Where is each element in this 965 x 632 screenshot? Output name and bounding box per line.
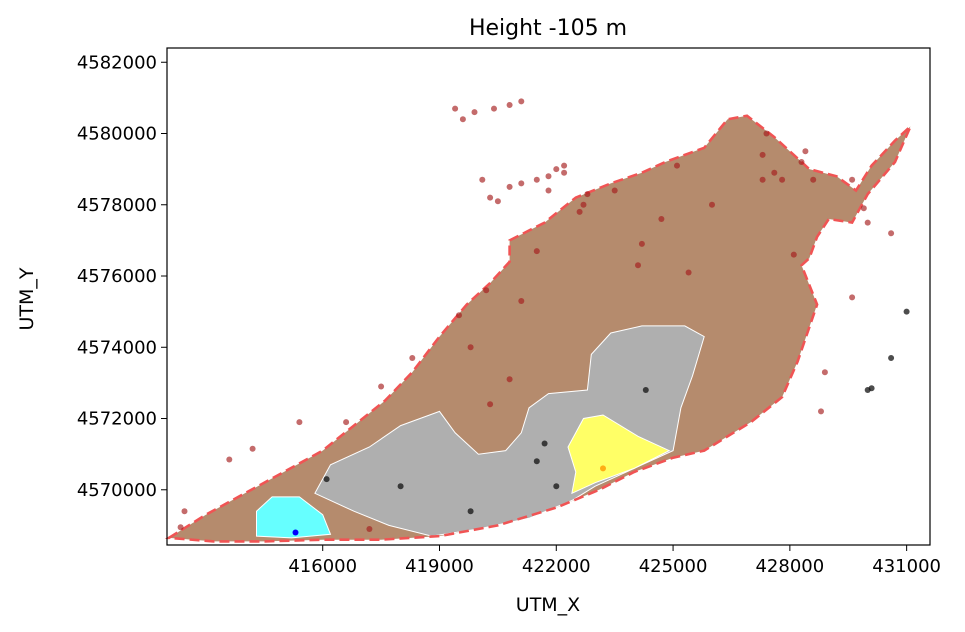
zones-layer <box>168 115 911 542</box>
x-ticks: 416000 419000 422000 425000 428000 431000 <box>288 545 941 577</box>
station-point <box>467 344 474 351</box>
y-tick-label: 4580000 <box>77 124 157 145</box>
station-point <box>506 102 513 108</box>
station-point <box>518 98 525 105</box>
station-point <box>779 176 786 183</box>
y-tick-label: 4572000 <box>77 409 157 430</box>
main-region <box>168 115 911 542</box>
station-point <box>471 109 478 116</box>
station-point-black <box>888 355 895 361</box>
station-point <box>487 194 494 201</box>
station-point-orange <box>600 465 606 472</box>
station-point <box>409 355 416 361</box>
station-point <box>810 176 817 183</box>
x-tick-label: 425000 <box>639 556 708 577</box>
station-point <box>456 312 462 319</box>
station-point <box>849 294 856 301</box>
station-point <box>849 176 856 183</box>
station-point-black <box>533 458 540 465</box>
station-point-black <box>467 508 474 515</box>
station-point <box>296 419 303 426</box>
station-point <box>611 187 618 194</box>
y-ticks: 4570000 4572000 4574000 4576000 4578000 45800… <box>77 52 167 501</box>
station-point <box>483 287 490 294</box>
station-point <box>366 526 373 532</box>
station-point <box>864 219 871 226</box>
points-layer <box>177 98 910 536</box>
y-tick-label: 4570000 <box>77 480 157 501</box>
station-point <box>506 183 513 190</box>
y-tick-label: 4578000 <box>77 195 157 216</box>
station-point <box>790 251 797 258</box>
station-point <box>860 205 867 212</box>
station-point <box>491 105 497 112</box>
station-point-black <box>323 476 330 483</box>
station-point <box>378 383 385 390</box>
station-point <box>452 105 459 112</box>
x-tick-label: 428000 <box>755 556 824 577</box>
station-point <box>506 376 513 383</box>
station-point <box>181 508 188 515</box>
station-point <box>658 216 665 222</box>
station-point <box>545 187 552 194</box>
station-point-black <box>642 387 649 393</box>
station-point <box>638 240 645 247</box>
station-point <box>763 130 770 137</box>
station-point <box>553 166 560 173</box>
station-point <box>709 201 715 208</box>
station-point <box>533 248 540 255</box>
station-point-black <box>903 308 910 315</box>
station-point <box>771 169 778 176</box>
station-point <box>818 408 824 415</box>
station-point <box>518 298 525 304</box>
station-point <box>561 169 568 176</box>
x-tick-label: 416000 <box>288 556 357 577</box>
station-point <box>249 445 256 452</box>
y-tick-label: 4582000 <box>77 52 157 73</box>
station-point <box>177 524 184 531</box>
y-tick-label: 4574000 <box>77 337 157 358</box>
station-point-black <box>868 385 875 392</box>
station-point <box>888 230 895 237</box>
station-point <box>759 176 766 183</box>
station-point <box>533 176 540 183</box>
x-tick-label: 431000 <box>872 556 941 577</box>
x-tick-label: 422000 <box>522 556 591 577</box>
cyan-zone <box>256 496 332 539</box>
boundary-layer <box>164 114 912 543</box>
station-point <box>343 419 350 426</box>
y-axis-title: UTM_Y <box>16 267 38 330</box>
station-point-blue <box>292 529 299 536</box>
station-point-black <box>541 440 548 447</box>
station-point <box>584 191 591 198</box>
station-point <box>576 208 583 215</box>
station-point <box>635 262 641 269</box>
station-point <box>759 151 766 158</box>
station-point <box>459 116 466 123</box>
x-tick-label: 419000 <box>405 556 474 577</box>
region-boundary <box>164 114 912 543</box>
station-point <box>561 162 568 169</box>
station-point-black <box>397 483 404 490</box>
station-point <box>518 180 525 187</box>
station-point <box>580 201 587 208</box>
station-point <box>674 162 680 169</box>
yellow-zone <box>567 414 671 495</box>
chart-title: Height -105 m <box>469 16 627 41</box>
station-point <box>545 173 552 180</box>
y-tick-label: 4576000 <box>77 266 157 287</box>
station-point <box>685 269 692 276</box>
station-point <box>798 159 805 165</box>
station-point <box>226 456 233 463</box>
x-axis-title: UTM_X <box>516 594 580 616</box>
station-point <box>494 198 501 205</box>
plot-frame <box>166 47 931 546</box>
station-point <box>479 176 486 183</box>
station-point <box>802 148 809 155</box>
station-point <box>487 401 494 408</box>
station-point <box>821 369 828 376</box>
station-point-black <box>553 483 560 490</box>
